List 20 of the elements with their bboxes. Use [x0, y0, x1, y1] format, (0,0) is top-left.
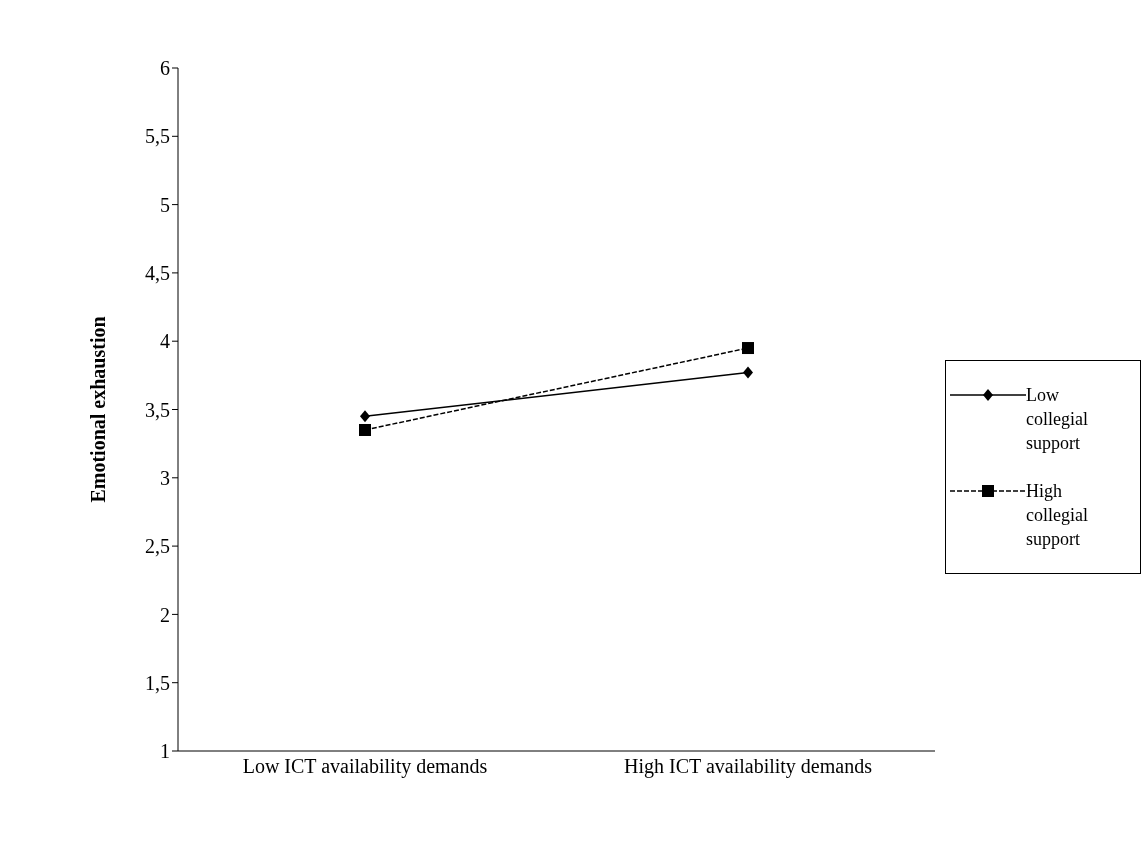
y-axis-title: Emotional exhaustion [87, 316, 110, 503]
y-tick-label: 4,5 [145, 262, 170, 284]
y-tick-label: 2 [160, 603, 170, 626]
point [742, 342, 754, 355]
x-tick-label: High ICT availability demands [624, 755, 873, 779]
y-tick-label: 1,5 [145, 671, 170, 694]
x-tick-label: Low ICT availability demands [242, 755, 488, 779]
point [359, 423, 371, 436]
y-tick-label: 2,5 [145, 535, 170, 558]
y-tick-label: 3,5 [145, 398, 170, 421]
legend-label: High collegial support [1026, 480, 1089, 551]
y-tick-label: 3 [160, 466, 170, 489]
y-tick-label: 4 [160, 330, 170, 353]
y-tick-label: 5,5 [145, 125, 170, 148]
y-tick-label: 5 [160, 193, 170, 216]
point [360, 410, 370, 423]
y-tick-label: 1 [160, 740, 170, 763]
y-tick-label: 6 [160, 57, 170, 80]
legend-label: Low collegial support [1026, 384, 1089, 455]
point [743, 366, 753, 379]
